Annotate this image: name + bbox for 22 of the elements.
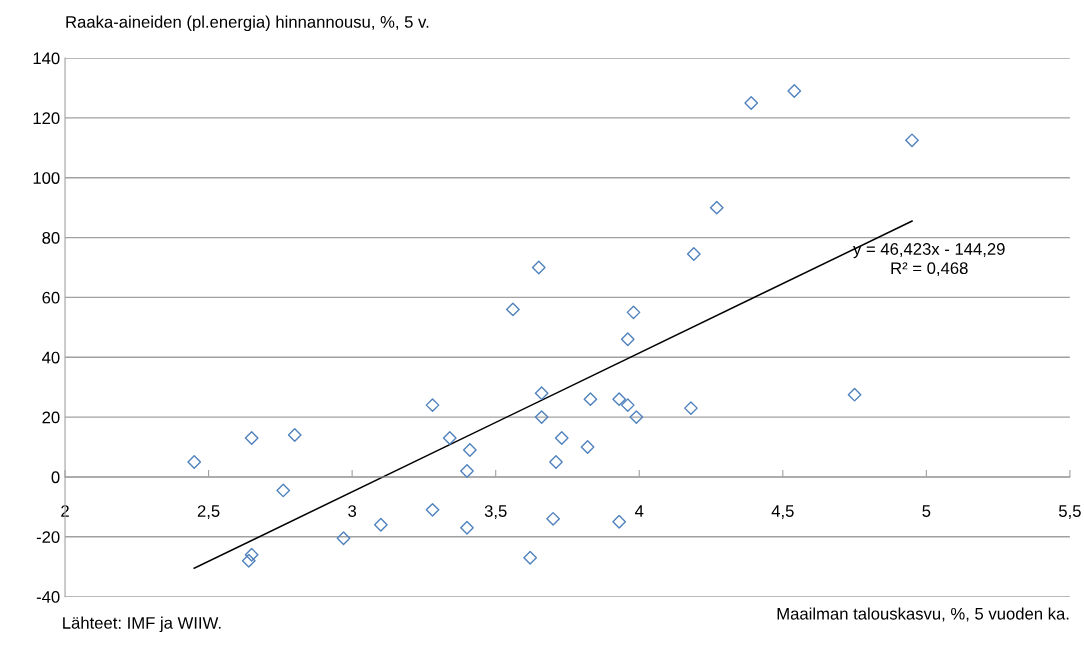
x-tick-label: 5,5 [1058,505,1081,519]
y-tick-label: 140 [33,52,60,65]
y-tick-label: 100 [33,172,60,184]
annotation: y = 46,423x - 144,29 R² = 0,468 [853,243,1005,277]
x-tick-label: 3 [348,505,357,517]
y-tick-label: 120 [33,112,60,125]
x-tick-label: 3,5 [484,505,507,519]
y-tick-label: 40 [42,351,60,364]
y-tick-label: 20 [42,411,60,424]
y-tick-label: -40 [36,591,60,603]
x-tick-label: 4 [635,505,644,517]
x-tick-label: 2 [61,505,69,517]
x-tick-label: 5 [922,505,931,517]
y-tick-label: 80 [42,231,60,244]
y-tick-label: -20 [36,531,60,543]
y-tick-label: 0 [51,471,60,484]
x-tick-label: 4,5 [771,505,794,519]
x-axis-title: Maailman talouskasvu, %, 5 vuoden ka. [777,607,1069,622]
text: Lähteet: IMF ja WIIW. [63,616,221,633]
x-tick-label: 2,5 [197,505,220,519]
y-axis-title: Raaka-aineiden (pl.energia) hinnannousu, %, 5 v. [66,15,429,32]
y-tick-label: 60 [42,291,60,304]
